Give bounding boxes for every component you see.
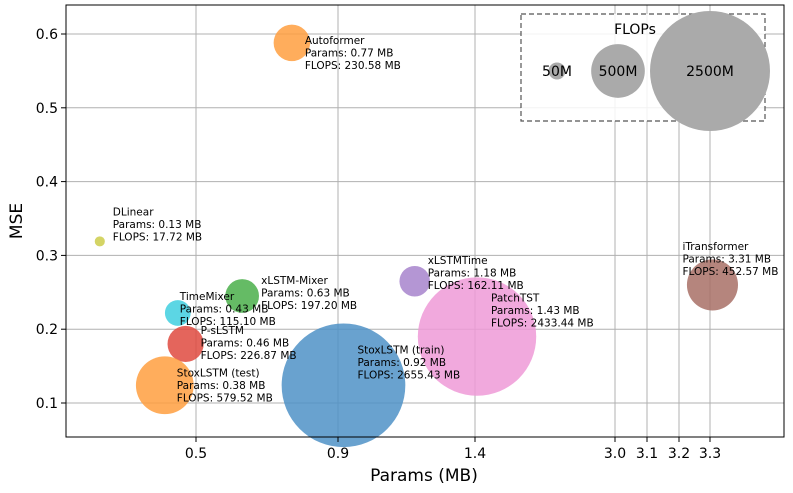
y-tick-label: 0.3 bbox=[36, 248, 58, 264]
annotation-line: FLOPS: 2655.43 MB bbox=[357, 369, 460, 381]
bubble-patchtst bbox=[417, 277, 537, 396]
bubble-xlstmtime bbox=[399, 265, 430, 297]
point-annotation: Autoformer Params: 0.77 MB FLOPS: 230.58 M… bbox=[305, 35, 401, 72]
annotation-line: Autoformer bbox=[305, 35, 365, 47]
point-annotation: StoxLSTM (train) Params: 0.92 MB FLOPS: 26… bbox=[357, 344, 460, 381]
data-points bbox=[94, 24, 738, 448]
annotation-line: FLOPS: 452.57 MB bbox=[682, 266, 778, 278]
legend-label: 50M bbox=[542, 64, 572, 80]
point-annotation: xLSTMTime Params: 1.18 MB FLOPS: 162.11 MB bbox=[428, 255, 524, 292]
annotation-line: Params: 0.92 MB bbox=[357, 357, 446, 369]
annotation-line: Params: 3.31 MB bbox=[682, 253, 771, 265]
annotation-line: iTransformer bbox=[682, 241, 749, 253]
legend-bubble-50m bbox=[548, 62, 566, 80]
bubble-p-slstm bbox=[167, 325, 204, 363]
annotation-line: Params: 0.43 MB bbox=[180, 303, 269, 315]
bubble-stoxlstm-test bbox=[135, 356, 194, 415]
annotation-line: FLOPS: 115.10 MB bbox=[180, 316, 276, 328]
point-annotations: Autoformer Params: 0.77 MB FLOPS: 230.58 M… bbox=[113, 35, 779, 404]
point-annotation: PatchTST Params: 1.43 MB FLOPS: 2433.44 MB bbox=[491, 293, 594, 330]
annotation-line: Params: 0.63 MB bbox=[261, 287, 350, 299]
annotation-line: Params: 0.13 MB bbox=[113, 219, 202, 231]
y-tick-label: 0.5 bbox=[36, 101, 58, 117]
annotation-line: FLOPS: 2433.44 MB bbox=[491, 318, 594, 330]
annotation-line: P-sLSTM bbox=[201, 325, 244, 337]
annotation-line: xLSTM-Mixer bbox=[261, 275, 328, 287]
bubble-timemixer bbox=[164, 300, 191, 326]
legend-label: 2500M bbox=[686, 64, 734, 80]
y-tick-label: 0.4 bbox=[36, 175, 58, 191]
y-tick-label: 0.2 bbox=[36, 322, 58, 338]
annotation-line: PatchTST bbox=[491, 293, 540, 305]
annotation-line: Params: 1.43 MB bbox=[491, 305, 580, 317]
legend-label: 500M bbox=[599, 64, 638, 80]
x-tick-label: 0.5 bbox=[185, 446, 207, 462]
annotation-line: TimeMixer bbox=[179, 291, 235, 303]
annotation-line: FLOPS: 230.58 MB bbox=[305, 60, 401, 72]
annotation-line: FLOPS: 197.20 MB bbox=[261, 300, 357, 312]
x-axis-title: Params (MB) bbox=[370, 466, 478, 486]
point-annotation: DLinear Params: 0.13 MB FLOPS: 17.72 MB bbox=[113, 206, 202, 243]
annotation-line: Params: 0.38 MB bbox=[177, 380, 266, 392]
bubble-autoformer bbox=[273, 24, 311, 62]
axis-ticks: 0.5 0.9 1.4 3.0 3.1 3.2 3.3 0.1 0.2 0.3 0.4 0.5 0.6 bbox=[36, 27, 721, 462]
annotation-line: FLOPS: 579.52 MB bbox=[177, 392, 273, 404]
bubble-xlstm-mixer bbox=[225, 279, 260, 313]
annotation-line: Params: 0.46 MB bbox=[201, 337, 290, 349]
bubble-itransformer bbox=[686, 259, 738, 311]
x-tick-label: 0.9 bbox=[327, 446, 349, 462]
x-tick-label: 3.2 bbox=[668, 446, 690, 462]
y-tick-label: 0.1 bbox=[36, 396, 58, 412]
x-tick-label: 3.1 bbox=[636, 446, 658, 462]
point-annotation: TimeMixer Params: 0.43 MB FLOPS: 115.10 MB bbox=[179, 291, 276, 328]
annotation-line: DLinear bbox=[113, 206, 154, 218]
y-axis-title: MSE bbox=[7, 203, 27, 239]
flops-legend: FLOPs 50M 500M 2500M bbox=[520, 11, 770, 131]
y-tick-label: 0.6 bbox=[36, 27, 58, 43]
legend-bubble-500m bbox=[591, 44, 645, 98]
bubble-stoxlstm-train bbox=[281, 323, 406, 448]
point-annotation: xLSTM-Mixer Params: 0.63 MB FLOPS: 197.20 … bbox=[261, 275, 357, 312]
annotation-line: FLOPS: 17.72 MB bbox=[113, 231, 202, 243]
annotation-line: StoxLSTM (test) bbox=[177, 367, 260, 379]
annotation-line: Params: 0.77 MB bbox=[305, 47, 394, 59]
annotation-line: FLOPS: 226.87 MB bbox=[201, 350, 297, 362]
point-annotation: P-sLSTM Params: 0.46 MB FLOPS: 226.87 MB bbox=[201, 325, 297, 362]
legend-bubble-2500m bbox=[650, 11, 770, 131]
point-annotation: iTransformer Params: 3.31 MB FLOPS: 452.57… bbox=[682, 241, 778, 278]
annotation-line: xLSTMTime bbox=[428, 255, 488, 267]
plot-area-frame bbox=[65, 4, 785, 438]
x-tick-label: 3.0 bbox=[604, 446, 626, 462]
annotation-line: StoxLSTM (train) bbox=[357, 344, 444, 356]
annotation-line: FLOPS: 162.11 MB bbox=[428, 280, 524, 292]
x-tick-label: 3.3 bbox=[699, 446, 721, 462]
annotation-line: Params: 1.18 MB bbox=[428, 268, 517, 280]
legend-title: FLOPs bbox=[614, 22, 656, 38]
bubble-dlinear bbox=[94, 236, 105, 247]
point-annotation: StoxLSTM (test) Params: 0.38 MB FLOPS: 579… bbox=[177, 367, 273, 404]
x-tick-label: 1.4 bbox=[464, 446, 486, 462]
